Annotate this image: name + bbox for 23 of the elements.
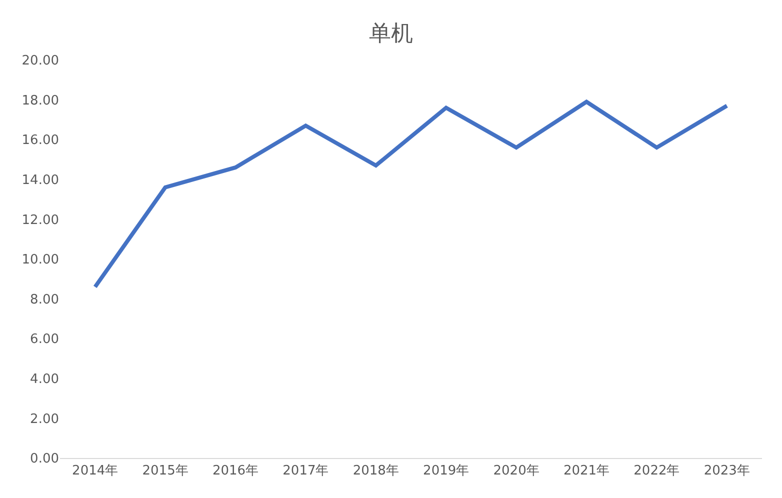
chart-title: 单机 [369, 21, 413, 46]
x-tick-label: 2021年 [563, 464, 610, 479]
y-tick-label: 14.00 [22, 172, 59, 188]
x-tick-label: 2023年 [704, 464, 750, 479]
y-tick-label: 10.00 [22, 252, 59, 268]
y-tick-label: 0.00 [30, 452, 59, 467]
y-tick-label: 6.00 [30, 332, 59, 348]
y-tick-label: 18.00 [22, 93, 59, 108]
y-tick-label: 4.00 [30, 372, 59, 387]
line-series [93, 100, 729, 289]
x-tick-label: 2019年 [423, 464, 470, 479]
y-tick-label: 16.00 [22, 133, 59, 148]
x-tick-label: 2022年 [634, 464, 680, 479]
y-tick-label: 2.00 [30, 412, 59, 427]
x-tick-label: 2020年 [493, 464, 540, 479]
y-tick-label: 8.00 [30, 292, 59, 308]
x-tick-label: 2017年 [282, 464, 329, 479]
x-tick-label: 2014年 [72, 464, 118, 479]
x-tick-label: 2015年 [142, 464, 188, 479]
y-tick-label: 12.00 [22, 212, 59, 228]
x-tick-label: 2016年 [212, 464, 259, 479]
x-tick-label: 2018年 [352, 464, 399, 479]
y-tick-label: 20.00 [22, 54, 59, 69]
